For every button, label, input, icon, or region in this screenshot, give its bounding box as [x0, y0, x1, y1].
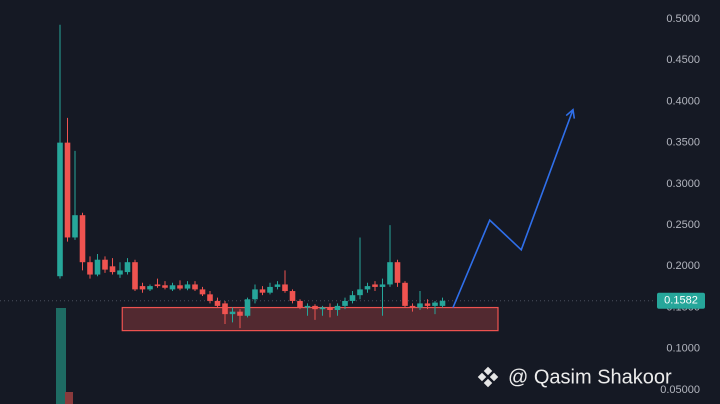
candle-body: [124, 262, 131, 273]
candle-body: [327, 307, 333, 311]
candle-body: [79, 215, 86, 263]
candle-body: [342, 300, 348, 306]
candle-body: [162, 285, 168, 288]
candle-body: [297, 300, 303, 308]
candle-body: [252, 289, 258, 300]
candle-body: [64, 142, 71, 238]
candle-body: [154, 284, 161, 287]
y-tick-label: 0.3500: [666, 137, 700, 149]
candle-body: [319, 307, 326, 310]
candle-body: [72, 215, 78, 238]
support-zone: [121, 306, 499, 332]
last-price-badge: [657, 292, 705, 309]
candle-body: [259, 289, 266, 293]
candle-body: [364, 286, 371, 290]
candle-body: [432, 302, 438, 306]
y-tick-label: 0.2000: [666, 260, 700, 272]
candle-body: [147, 286, 153, 290]
y-tick-label: 0.4500: [666, 54, 700, 66]
candle-body: [184, 284, 191, 289]
candle-body: [102, 259, 108, 270]
candle-body: [229, 311, 236, 315]
projection-line: [452, 109, 574, 308]
candle-body: [132, 262, 138, 290]
candle-body: [222, 303, 228, 315]
y-tick-label: 0.3000: [666, 178, 700, 190]
candle-body: [282, 284, 288, 292]
candle-body: [394, 262, 401, 283]
candle-body: [267, 286, 273, 293]
watermark: @ Qasim Shakoor: [508, 366, 672, 388]
candle-body: [177, 285, 183, 289]
candle-body: [87, 262, 93, 275]
candle-body: [304, 305, 311, 308]
candle-body: [94, 259, 101, 275]
last-price-label: 0.1582: [664, 295, 698, 307]
candle-body: [57, 142, 63, 277]
y-tick-label: 0.1000: [666, 343, 700, 355]
candle-body: [349, 295, 356, 301]
candle-body: [357, 289, 363, 296]
candle-body: [379, 284, 386, 287]
candle-body: [274, 284, 281, 287]
candle-body: [387, 262, 393, 285]
candle-body: [439, 300, 446, 306]
candle-body: [139, 286, 146, 290]
candle-body: [214, 300, 221, 306]
candle-body: [372, 284, 378, 287]
candle-body: [237, 311, 243, 316]
volume-bar: [65, 392, 73, 404]
candle-body: [417, 303, 423, 308]
candle-body: [402, 282, 408, 306]
candle-body: [169, 285, 176, 290]
candle-body: [117, 270, 123, 275]
candle-body: [207, 294, 213, 301]
candle-body: [289, 291, 296, 301]
candle-body: [244, 299, 251, 316]
candle-body: [424, 303, 431, 306]
y-tick-label: 0.2500: [666, 219, 700, 231]
y-tick-label: 0.5000: [666, 13, 700, 25]
candle-body: [409, 305, 416, 308]
candle-body: [199, 289, 206, 295]
volume-bar: [56, 308, 66, 404]
y-tick-label: 0.4000: [666, 95, 700, 107]
candle-body: [334, 305, 341, 311]
candle-body: [109, 266, 116, 273]
candle-body: [192, 284, 198, 290]
y-tick-label: 0.05000: [660, 384, 700, 396]
watermark-logo: [477, 366, 499, 388]
arrow-head: [565, 108, 576, 119]
candle-body: [312, 305, 318, 310]
